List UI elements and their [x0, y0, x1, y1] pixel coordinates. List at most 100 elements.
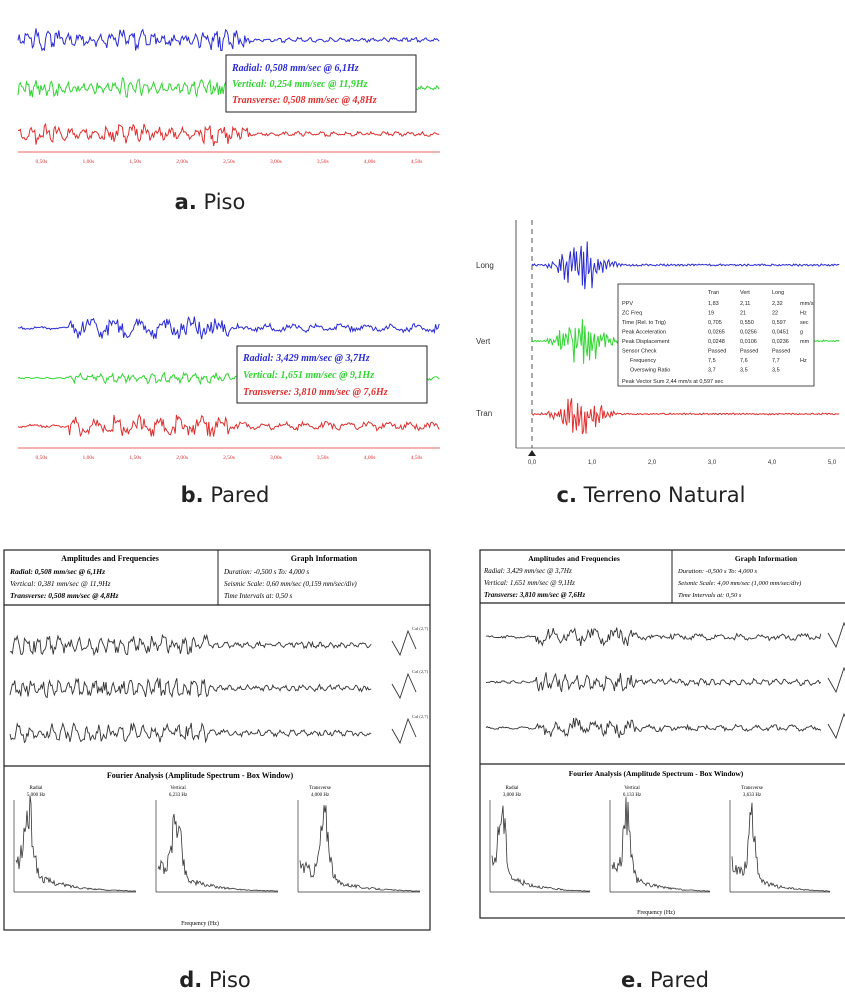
chart-d-fourier-title: Fourier Analysis (Amplitude Spectrum - B…	[107, 771, 294, 780]
chart-e-series-vertical	[485, 672, 822, 692]
chart-c-table-cell: PPV	[622, 301, 633, 307]
chart-b-x-tick-label: 4,00s	[364, 455, 376, 461]
chart-c-table-cell: 0,0248	[708, 339, 725, 345]
chart-c-x-tick-label: 0,0	[528, 460, 537, 466]
chart-e-right-line-2: Seismic Scale: 4,00 mm/sec (1,000 mm/sec…	[678, 580, 801, 587]
chart-e-fourier: Radial 3,000 Hz Vertical 6,133 Hz Transverse…	[489, 786, 830, 893]
chart-b-x-tick-label: 4,50s	[411, 455, 423, 461]
caption-b: b. Pared	[180, 483, 270, 507]
chart-c-table-cell: 7,5	[708, 358, 716, 364]
chart-c-table-cell: 1,83	[708, 301, 719, 307]
chart-c-table-cell: mm	[800, 339, 810, 345]
chart-e-cal-shape	[827, 621, 845, 649]
chart-c-table-cell: 21	[740, 311, 746, 317]
chart-c-table-cell: 7,7	[772, 358, 780, 364]
chart-a-x-tick-label: 2,50s	[223, 159, 235, 165]
chart-e-fourier-name: Transverse	[741, 786, 764, 791]
chart-e-fourier-xlabel: Frequency (Hz)	[637, 909, 675, 916]
chart-d-series-vertical	[9, 676, 372, 699]
chart-c-table-cell: Sensor Check	[622, 349, 657, 355]
chart-d-left-line-2: Vertical: 0,381 mm/sec @ 11,9Hz	[10, 579, 111, 588]
chart-c-table-cell: 2,32	[772, 301, 783, 307]
chart-d-frame	[3, 549, 431, 931]
chart-e-left-line-3: Transverse: 3,810 mm/sec @ 7,6Hz	[484, 591, 585, 599]
chart-c-table-cell: 19	[708, 311, 714, 317]
chart-a-series-radial	[17, 28, 440, 52]
chart-c-table-cell: 0,0106	[740, 339, 757, 345]
chart-d-right-title: Graph Information	[291, 554, 358, 563]
chart-a-legend-radial: Radial: 0,508 mm/sec @ 6,1Hz	[231, 63, 359, 74]
chart-c-table-cell: 2,11	[740, 301, 750, 307]
chart-c-table-cell: Hz	[800, 311, 807, 317]
chart-c-channel-tran: Tran	[476, 409, 492, 418]
chart-c-x-tick-label: 1,0	[588, 460, 597, 466]
chart-c-table-header-cell: Tran	[708, 290, 719, 296]
chart-a-axis: 0,50s 1,00s 1,50s 2,00s 2,50s 3,00s 3,50s 4,00s…	[18, 151, 440, 165]
chart-d-cal-shape	[391, 717, 417, 745]
chart-c-table-cell: Passed	[740, 349, 758, 355]
chart-e-fourier-spectrum	[611, 797, 711, 892]
chart-d-left-title: Amplitudes and Frequencies	[61, 554, 159, 563]
chart-e-fourier-title: Fourier Analysis (Amplitude Spectrum - B…	[569, 769, 744, 778]
chart-e-fourier-name: Vertical	[624, 786, 640, 791]
chart-a-x-tick-label: 0,50s	[36, 159, 48, 165]
chart-d: Amplitudes and Frequencies Radial: 0,508…	[3, 549, 431, 931]
chart-c-table-header-cell: Vert	[740, 290, 750, 296]
chart-a-legend-transverse: Transverse: 0,508 mm/sec @ 4,8Hz	[232, 95, 377, 106]
chart-c-x-tick-label: 3,0	[708, 460, 717, 466]
caption-a: a. Piso	[174, 190, 246, 214]
chart-b-series-radial	[17, 316, 440, 340]
chart-c-table-cell: 3,7	[708, 368, 716, 374]
chart-c-table-cell: sec	[800, 320, 809, 326]
chart-b-legend-box	[236, 345, 428, 404]
chart-d-left-line-3: Transverse: 0,508 mm/sec @ 4,8Hz	[10, 591, 119, 600]
chart-c-table-cell: Overswing Ratio	[630, 368, 670, 374]
chart-e-fourier-spectrum	[491, 805, 591, 892]
chart-c-table-cell: 0,0265	[708, 330, 725, 336]
chart-e-cal-marks: Cal (2,7)Cal (2,7)Cal (2,7)	[827, 621, 845, 740]
chart-a-x-tick-label: 4,50s	[411, 159, 423, 165]
chart-b-x-tick-label: 1,00s	[82, 455, 94, 461]
chart-a-x-tick-label: 1,00s	[82, 159, 94, 165]
chart-d-fourier-xlabel: Frequency (Hz)	[181, 920, 219, 927]
chart-b-x-tick-label: 2,00s	[176, 455, 188, 461]
chart-c-table-cell: Time (Rel. to Trig)	[622, 320, 666, 326]
chart-d-traces	[9, 633, 372, 744]
chart-d-fourier-spectrum	[157, 813, 279, 892]
chart-d-right-line-1: Duration: -0,500 s To: 4,000 s	[223, 568, 309, 576]
chart-c-table-cell: Frequency	[630, 358, 656, 364]
chart-c-x-tick-label: 5,0	[828, 460, 837, 466]
chart-e-fourier-peak: 6,133 Hz	[623, 793, 642, 798]
chart-a-x-tick-label: 2,00s	[176, 159, 188, 165]
chart-d-cal-shape	[391, 629, 417, 657]
chart-c-series-tran	[531, 398, 840, 435]
chart-c-table-cell: 0,0236	[772, 339, 789, 345]
chart-e-left-line-2: Vertical: 1,651 mm/sec @ 9,1Hz	[484, 579, 575, 587]
chart-e-fourier-name: Radial	[505, 786, 519, 791]
chart-c-x-tick-label: 2,0	[648, 460, 657, 466]
chart-c-table-cell: 3,5	[740, 368, 748, 374]
chart-d-fourier-peak: 6,233 Hz	[169, 793, 188, 798]
chart-e-fourier-peak: 3,633 Hz	[743, 793, 762, 798]
chart-c-table-cell: g	[800, 330, 803, 336]
chart-b-series-transverse	[17, 413, 440, 438]
chart-e-right-line-3: Time Intervals at: 0,50 s	[678, 592, 742, 599]
chart-b: 0,50s 1,00s 1,50s 2,00s 2,50s 3,00s 3,50s 4,00s…	[17, 316, 440, 461]
chart-b-axis: 0,50s 1,00s 1,50s 2,00s 2,50s 3,00s 3,50s 4,00s…	[18, 447, 440, 461]
chart-e-traces	[485, 627, 822, 739]
chart-d-fourier-spectrum	[15, 795, 137, 892]
chart-a: 0,50s 1,00s 1,50s 2,00s 2,50s 3,00s 3,50s 4,00s…	[17, 28, 440, 165]
chart-b-x-tick-label: 3,50s	[317, 455, 329, 461]
chart-a-series-transverse	[17, 122, 440, 147]
chart-c-x-tick-label: 4,0	[768, 460, 777, 466]
chart-c-table-cell: ZC Freq	[622, 311, 642, 317]
chart-d-fourier-spectrum	[299, 805, 421, 892]
chart-e-fourier-peak: 3,000 Hz	[503, 793, 522, 798]
chart-c-series-long	[531, 241, 840, 290]
chart-c-stats-table: Tran Vert Long PPV 1,83 2,11 2,32 mm/s ZC Freq 19…	[622, 290, 814, 385]
chart-b-x-tick-label: 2,50s	[223, 455, 235, 461]
chart-b-legend-transverse: Transverse: 3,810 mm/sec @ 7,6Hz	[243, 387, 388, 398]
chart-c-table-cell: 0,550	[740, 320, 754, 326]
chart-e-right-line-1: Duration: -0,500 s To: 4,000 s	[677, 568, 758, 575]
chart-c-table-header-cell: Long	[772, 290, 784, 296]
